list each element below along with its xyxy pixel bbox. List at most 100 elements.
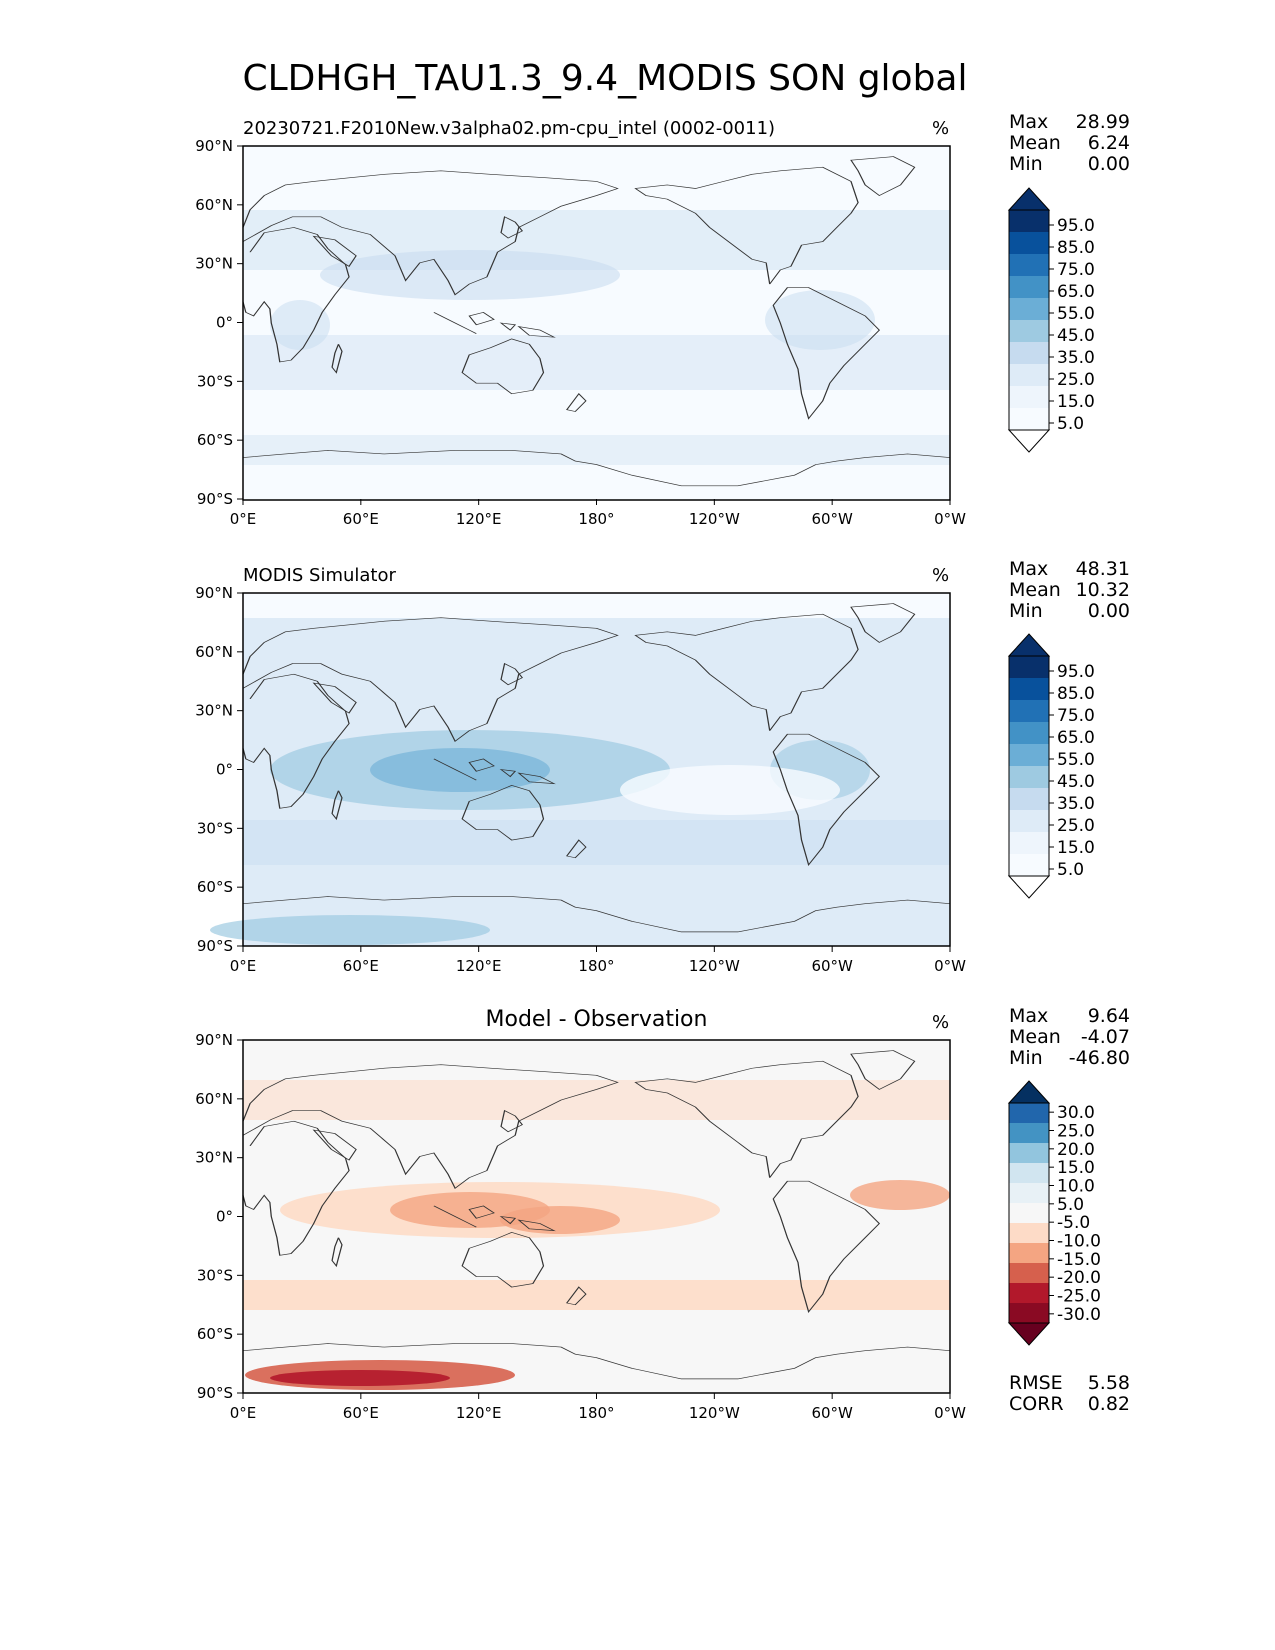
panel-units: % [932,118,950,139]
lon-tick-label: 60°W [811,957,853,975]
colorbar-tick-label: 95.0 [1057,662,1095,682]
stats-values: 48.31 10.32 0.00 [1075,558,1130,622]
colorbar-band [1009,810,1049,833]
colorbar-extend-min [1007,875,1051,899]
colorbar-tick-label: 75.0 [1057,260,1095,280]
panel-units: % [932,565,950,586]
lon-tick-label: 180° [578,510,614,528]
lon-tick-label: 180° [578,1404,614,1422]
colorbar-tick-label: -30.0 [1057,1305,1101,1325]
colorbar-tick-label: -15.0 [1057,1250,1101,1270]
lat-tick-label: 90°N [195,584,233,602]
colorbar-extend-max [1007,633,1051,657]
colorbar-tick-label: 65.0 [1057,728,1095,748]
lon-tick-label: 60°E [343,957,379,975]
field-test [243,210,950,465]
map-panel-diff [243,1040,950,1393]
lat-tick-label: 60°S [197,431,233,449]
colorbar-tick-label: 25.0 [1057,1122,1095,1142]
lon-tick-label: 120°E [456,510,502,528]
stats-labels: Max Mean Min [1009,111,1061,175]
colorbar-tick-label: 20.0 [1057,1140,1095,1160]
lon-tick-label: 0°W [934,957,966,975]
panel-center-title: Model - Observation [485,1007,708,1032]
lon-tick-label: 60°W [811,510,853,528]
colorbar-band [1009,1263,1049,1284]
colorbar-band [1009,210,1049,233]
lon-tick-label: 60°E [343,510,379,528]
colorbar-band [1009,1203,1049,1224]
colorbar-band [1009,1283,1049,1304]
colorbar-tick-label: 35.0 [1057,348,1095,368]
colorbar-band [1009,832,1049,855]
colorbar-tick-label: 15.0 [1057,838,1095,858]
colorbar-tick-label: 10.0 [1057,1177,1095,1197]
colorbar-band [1009,678,1049,701]
colorbar-tick-label: -20.0 [1057,1268,1101,1288]
colorbar-band [1009,656,1049,679]
error-stats-values: 5.58 0.82 [1087,1372,1130,1415]
lat-tick-label: 30°N [195,255,233,273]
colorbar-diff: 30.025.020.015.010.05.0-5.0-10.0-15.0-20… [1007,1080,1101,1346]
lat-tick-label: 60°S [197,1325,233,1343]
lon-tick-label: 0°W [934,510,966,528]
lon-tick-label: 0°E [230,957,257,975]
panel-left-title: MODIS Simulator [243,565,396,586]
colorbar-band [1009,254,1049,277]
colorbar-tick-label: 5.0 [1057,860,1084,880]
lon-tick-label: 0°W [934,1404,966,1422]
lat-tick-label: 90°N [195,1031,233,1049]
figure-title: CLDHGH_TAU1.3_9.4_MODIS SON global [242,58,968,99]
colorbar-band [1009,788,1049,811]
colorbar-tick-label: 5.0 [1057,414,1084,434]
colorbar-band [1009,1303,1049,1324]
axes-panel-3: 90°N 60°N 30°N 0° 30°S 60°S 90°S 0°E 60°E 120°E 18… [195,1031,966,1422]
colorbar-band [1009,320,1049,343]
colorbar-band [1009,1223,1049,1244]
lat-tick-label: 0° [216,314,233,332]
colorbar-band [1009,766,1049,789]
lat-tick-label: 0° [216,761,233,779]
lat-tick-label: 30°N [195,1149,233,1167]
lat-tick-label: 90°S [197,1384,233,1402]
colorbar-band [1009,364,1049,387]
lon-tick-label: 0°E [230,1404,257,1422]
colorbar-band [1009,854,1049,877]
colorbar-tick-label: 85.0 [1057,684,1095,704]
colorbar-tick-label: -5.0 [1057,1213,1090,1233]
stats-labels: Max Mean Min [1009,1005,1061,1069]
colorbar-test: 95.085.075.065.055.045.035.025.015.05.0 [1007,187,1095,453]
colorbar-band [1009,276,1049,299]
field-ref [210,593,950,945]
colorbar-band [1009,1183,1049,1204]
axes-panel-1: 90°N 60°N 30°N 0° 30°S 60°S 90°S 0°E 60°E 120°E 18… [195,137,966,528]
colorbar-tick-label: 15.0 [1057,392,1095,412]
colorbar-band [1009,1123,1049,1144]
colorbar-tick-label: 5.0 [1057,1195,1084,1215]
colorbar-tick-label: 65.0 [1057,282,1095,302]
colorbar-tick-label: 55.0 [1057,750,1095,770]
lat-tick-label: 0° [216,1208,233,1226]
colorbar-band [1009,1243,1049,1264]
axes-panel-2: 90°N 60°N 30°N 0° 30°S 60°S 90°S 0°E 60°E 120°E 18… [195,584,966,975]
colorbar-band [1009,744,1049,767]
colorbar-extend-max [1007,187,1051,211]
colorbar-tick-label: 45.0 [1057,772,1095,792]
colorbar-ref: 95.085.075.065.055.045.035.025.015.05.0 [1007,633,1095,899]
map-panel-test [243,146,950,500]
colorbar-band [1009,1103,1049,1124]
stats-labels: Max Mean Min [1009,558,1061,622]
colorbar-band [1009,386,1049,409]
colorbar-band [1009,298,1049,321]
colorbar-tick-label: 85.0 [1057,238,1095,258]
lat-tick-label: 60°S [197,878,233,896]
lon-tick-label: 120°W [689,1404,740,1422]
error-stats-labels: RMSE CORR [1009,1372,1064,1415]
colorbar-extend-max [1007,1080,1051,1104]
colorbar-extend-min [1007,429,1051,453]
colorbar-band [1009,232,1049,255]
colorbar-tick-label: -10.0 [1057,1232,1101,1252]
lat-tick-label: 60°N [195,1090,233,1108]
lon-tick-label: 0°E [230,510,257,528]
